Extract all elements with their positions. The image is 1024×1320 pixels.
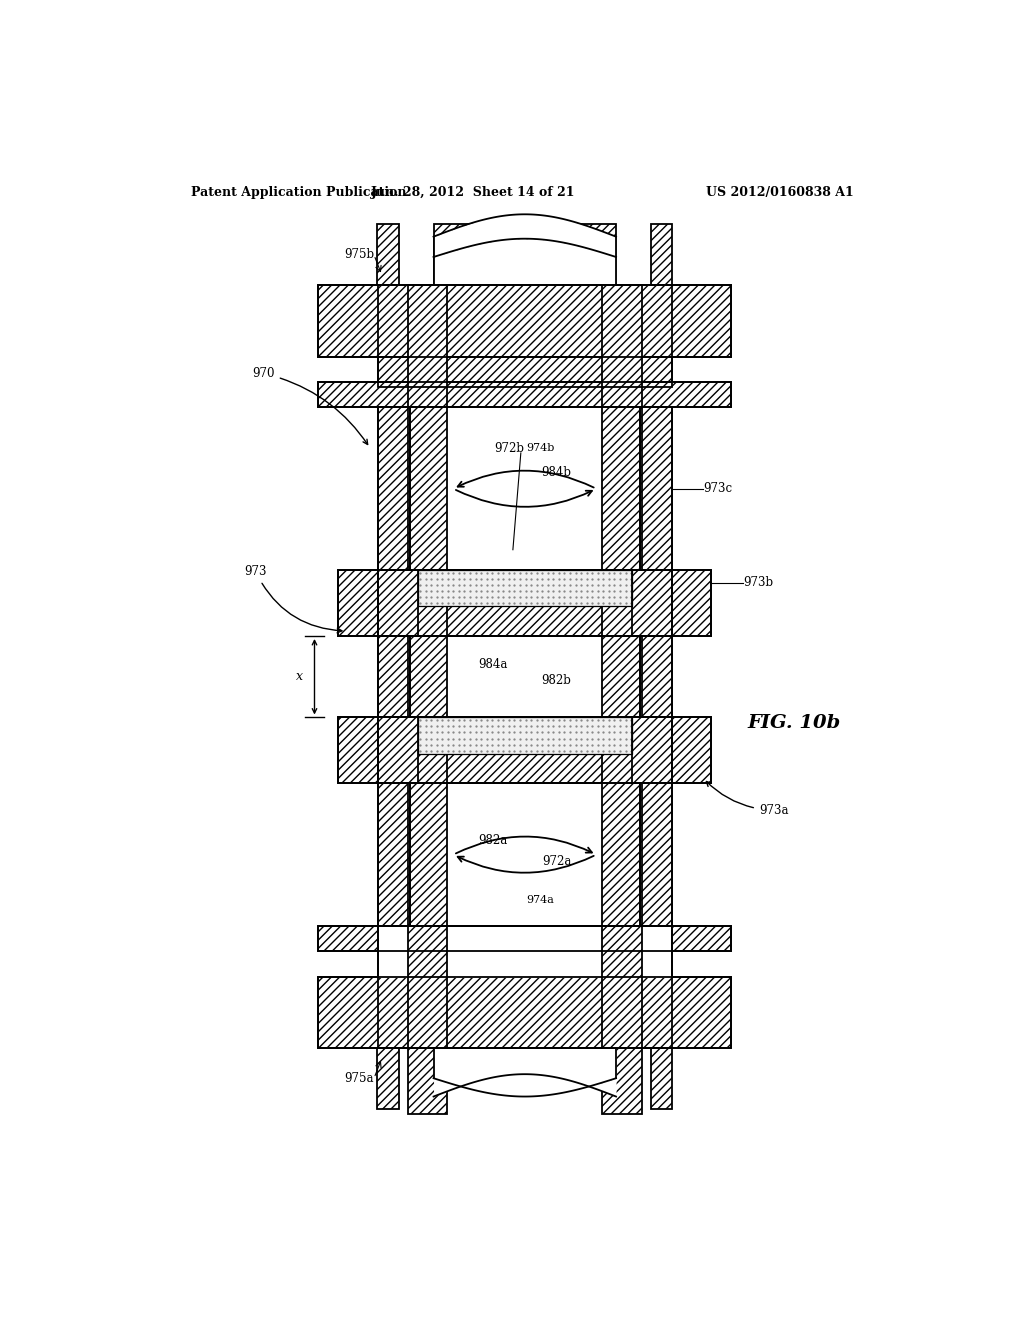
Bar (318, 977, 731, 1048)
Bar (651, 224, 673, 285)
Text: 982a: 982a (478, 834, 508, 847)
Bar (433, 224, 616, 285)
Bar (408, 285, 447, 1114)
Text: 972a: 972a (542, 855, 571, 869)
Bar (318, 925, 731, 952)
Bar (672, 570, 712, 636)
Bar (378, 570, 672, 636)
Bar (640, 636, 672, 718)
Bar (379, 925, 671, 978)
Text: 974a: 974a (526, 895, 555, 906)
Bar (318, 285, 731, 356)
Bar (338, 718, 378, 784)
Bar (378, 718, 672, 784)
Bar (379, 284, 671, 286)
Text: 973c: 973c (703, 482, 732, 495)
Bar (378, 784, 410, 925)
Bar (318, 977, 731, 1048)
Bar (640, 784, 672, 925)
Text: 973: 973 (245, 565, 342, 632)
Bar (418, 718, 632, 754)
Bar (410, 408, 640, 570)
Text: 975a: 975a (344, 1072, 374, 1085)
Bar (338, 718, 378, 784)
Bar (410, 784, 640, 925)
Bar (640, 636, 672, 718)
Bar (632, 718, 672, 784)
Text: Jun. 28, 2012  Sheet 14 of 21: Jun. 28, 2012 Sheet 14 of 21 (371, 186, 575, 199)
Bar (418, 570, 632, 606)
Bar (418, 570, 632, 606)
Bar (318, 285, 731, 356)
Bar (318, 381, 731, 408)
Bar (378, 925, 672, 1048)
Bar (318, 925, 731, 952)
Bar (377, 1048, 398, 1109)
Bar (410, 784, 640, 925)
Bar (378, 636, 410, 718)
Text: x: x (296, 671, 303, 684)
Text: 975b: 975b (344, 248, 374, 261)
Bar (378, 285, 672, 387)
Bar (378, 570, 672, 636)
Text: 973a: 973a (707, 781, 788, 817)
Bar (338, 570, 378, 636)
Text: 970: 970 (252, 367, 368, 445)
Bar (377, 224, 398, 285)
Text: 972b: 972b (494, 442, 524, 454)
Text: 973b: 973b (743, 577, 773, 589)
Bar (318, 381, 731, 408)
Text: FIG. 10b: FIG. 10b (748, 714, 841, 731)
Bar (640, 408, 672, 570)
Bar (410, 636, 640, 718)
Bar (378, 718, 672, 784)
Bar (672, 718, 712, 784)
Bar (378, 636, 410, 718)
Bar (338, 570, 378, 636)
Bar (378, 285, 672, 387)
Bar (632, 570, 672, 636)
Text: 982b: 982b (542, 675, 571, 688)
Text: Patent Application Publication: Patent Application Publication (191, 186, 407, 199)
Bar (672, 718, 712, 784)
Bar (651, 1048, 673, 1109)
Bar (378, 570, 418, 636)
Text: 984a: 984a (478, 659, 508, 671)
Bar (378, 925, 672, 1048)
Bar (602, 285, 642, 1114)
Text: US 2012/0160838 A1: US 2012/0160838 A1 (707, 186, 854, 199)
Bar (418, 718, 632, 754)
Text: 984b: 984b (542, 466, 571, 479)
Bar (640, 784, 672, 925)
Bar (378, 408, 410, 570)
Bar (378, 784, 410, 925)
Bar (410, 408, 640, 570)
Bar (378, 718, 418, 784)
Bar (640, 408, 672, 570)
Bar (378, 408, 410, 570)
Bar (672, 570, 712, 636)
Text: 974b: 974b (526, 444, 555, 453)
Bar (410, 636, 640, 718)
